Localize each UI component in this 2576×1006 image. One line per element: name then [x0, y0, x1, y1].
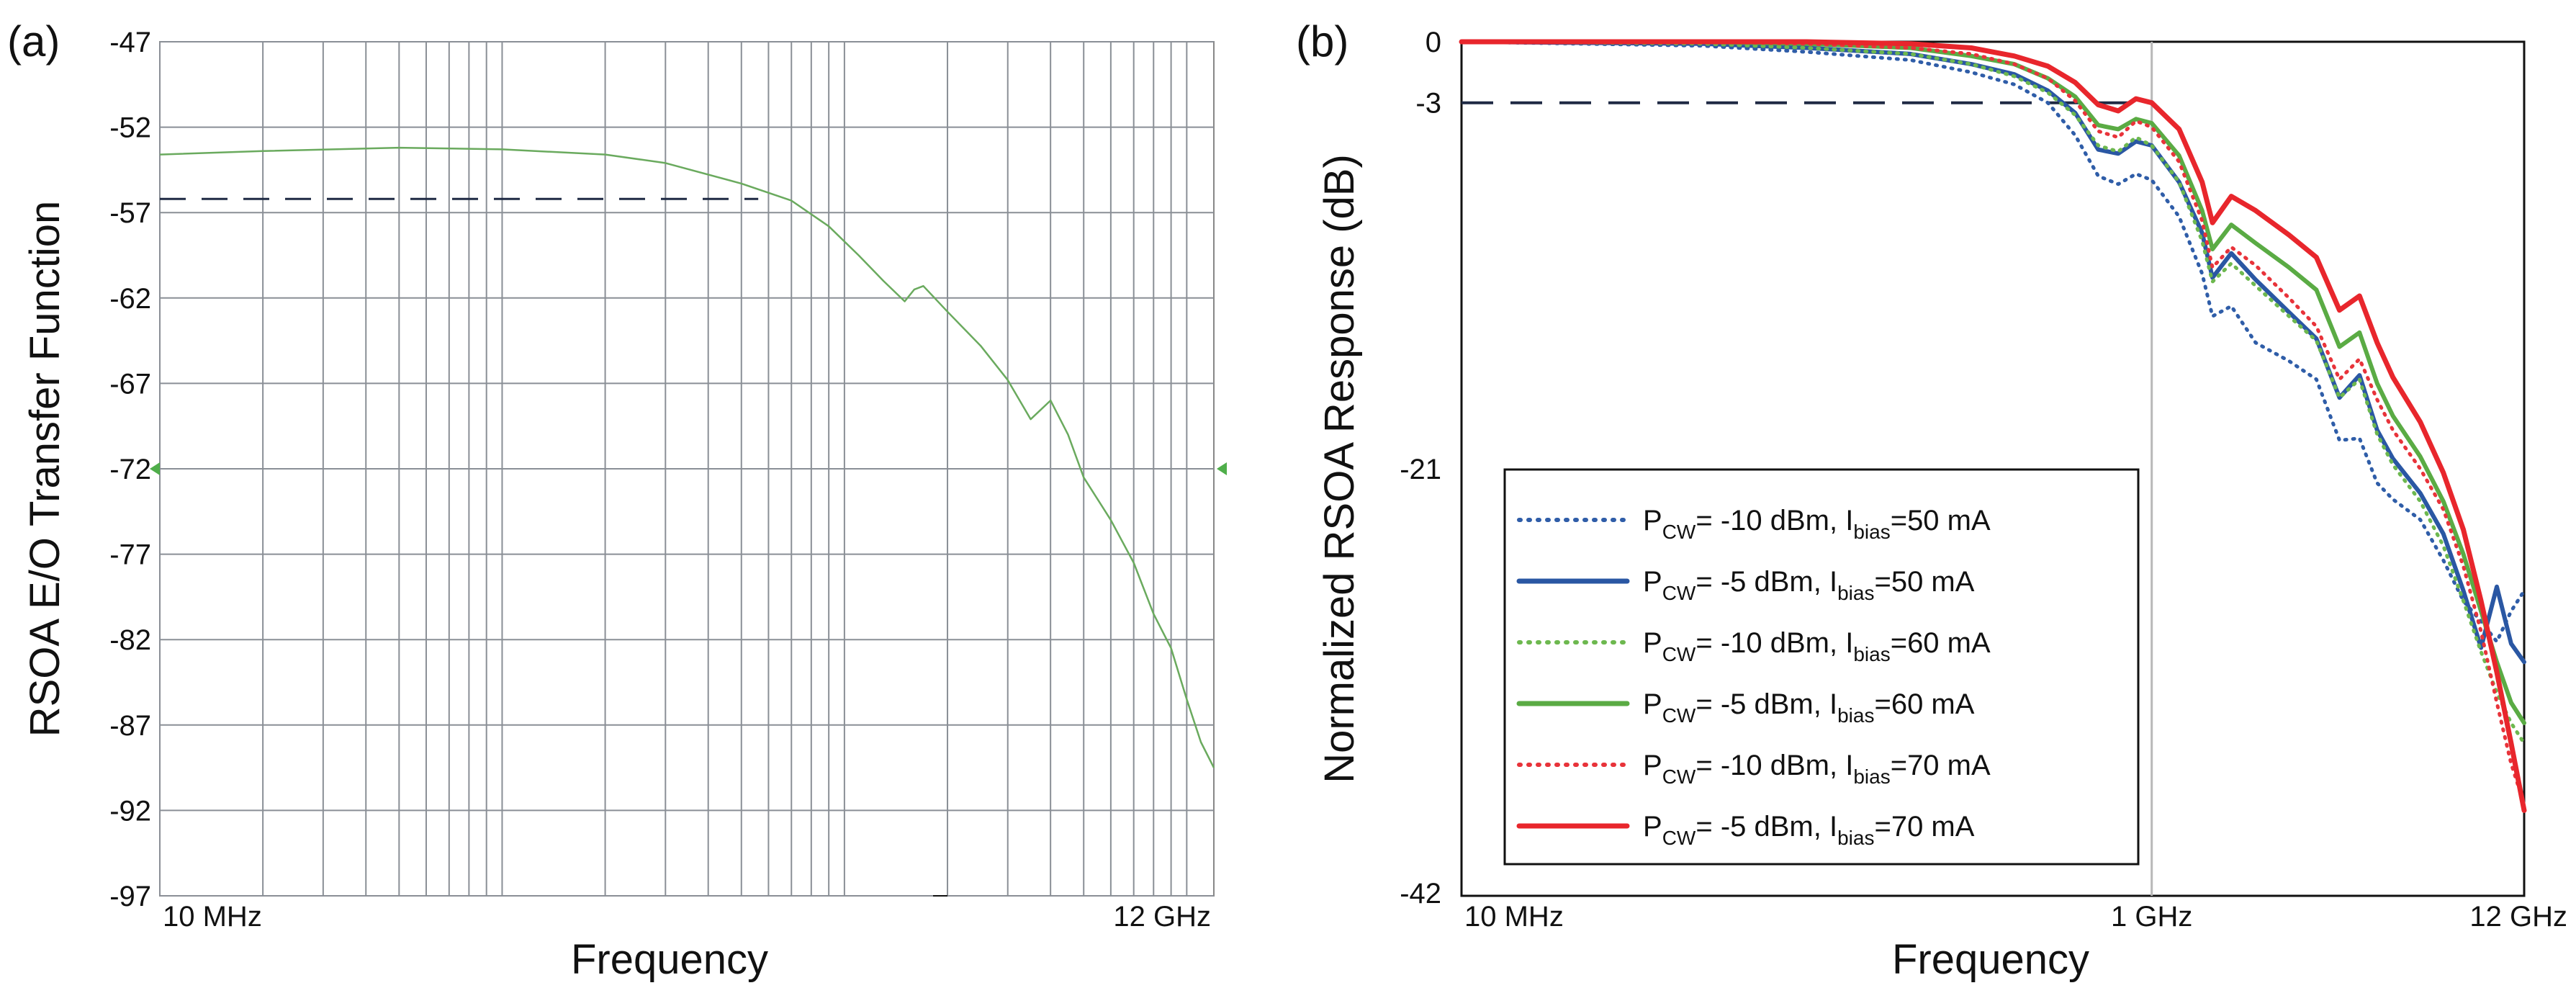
panel-b-y-ticks: 0 -3 -21 -42: [1400, 27, 1441, 910]
legend-text-span: = -5 dBm, I: [1695, 811, 1837, 843]
legend-subscript: bias: [1853, 521, 1890, 543]
panel-a-right-marker: [1217, 462, 1227, 475]
panel-a-y-tick-label: -82: [109, 624, 151, 656]
panel-a-y-tick-label: -52: [109, 112, 151, 144]
panel-b-y-tick-label: -42: [1400, 878, 1441, 910]
panel-a-reference-markers: [150, 462, 1227, 475]
panel-b-x-axis-title: Frequency: [1892, 936, 2089, 983]
legend-text-span: =70 mA: [1874, 811, 1974, 843]
legend-text-span: = -10 dBm, I: [1695, 505, 1853, 536]
legend-text-span: =50 mA: [1874, 566, 1974, 598]
panel-a-left-marker: [150, 462, 160, 475]
legend-text-span: P: [1643, 505, 1662, 536]
legend-subscript: bias: [1837, 827, 1874, 849]
legend-text-span: =50 mA: [1891, 505, 1991, 536]
legend-subscript: CW: [1662, 582, 1696, 604]
legend-text-span: P: [1643, 566, 1662, 598]
panel-b-x-tick-label: 12 GHz: [2469, 901, 2567, 933]
panel-b-y-tick-label: -21: [1400, 454, 1441, 485]
panel-a-y-tick-label: -57: [109, 197, 151, 229]
legend-subscript: CW: [1662, 765, 1696, 788]
panel-b-series-line: [1459, 40, 2526, 807]
legend-entry-label: PCW= -10 dBm, Ibias=60 mA: [1643, 627, 1991, 665]
legend-text-span: =60 mA: [1874, 688, 1974, 720]
legend-box: [1503, 468, 2140, 866]
panel-a-grid: [159, 41, 1214, 897]
legend-subscript: CW: [1662, 643, 1696, 665]
panel-a-x-tick-label: 12 GHz: [1113, 901, 1211, 933]
panel-a-y-tick-label: -72: [109, 454, 151, 485]
legend-text-span: P: [1643, 688, 1662, 720]
panel-a-y-ticks: -47 -52 -57 -62 -67 -72 -77 -82 -87 -92 -97: [109, 27, 151, 912]
legend-text-span: = -5 dBm, I: [1695, 688, 1837, 720]
panel-a-x-ticks: 10 MHz 12 GHz: [163, 901, 1211, 933]
legend-entry-label: PCW= -5 dBm, Ibias=60 mA: [1643, 688, 1975, 727]
panel-b-label: (b): [1296, 17, 1348, 66]
panel-b-y-tick-label: 0: [1426, 27, 1441, 58]
legend-subscript: bias: [1853, 643, 1890, 665]
legend-text-span: = -5 dBm, I: [1695, 566, 1837, 598]
legend-subscript: bias: [1837, 582, 1874, 604]
panel-b-series-line: [1459, 40, 2526, 644]
legend-subscript: bias: [1853, 765, 1890, 788]
legend-subscript: CW: [1662, 827, 1696, 849]
legend-entry-label: PCW= -5 dBm, Ibias=70 mA: [1643, 811, 1975, 849]
panel-b-y-axis-title: Normalized RSOA Response (dB): [1316, 154, 1363, 783]
legend-text-span: = -10 dBm, I: [1695, 627, 1853, 659]
panel-b-series-line: [1459, 39, 2527, 813]
legend-text-span: P: [1643, 750, 1662, 781]
panel-a: (a) -47 -52 -57 -62 -67 -72 -77 -82 -87 -92 -97 10…: [7, 17, 1227, 983]
legend-subscript: CW: [1662, 521, 1696, 543]
legend-subscript: bias: [1837, 704, 1874, 727]
legend-text-span: =70 mA: [1891, 750, 1991, 781]
panel-a-series-line: [159, 146, 1215, 768]
legend-text-span: P: [1643, 811, 1662, 843]
panel-a-x-tick-label: 10 MHz: [163, 901, 262, 933]
panel-b-x-ticks: 10 MHz 1 GHz 12 GHz: [1464, 901, 2567, 933]
panel-a-y-axis-title: RSOA E/O Transfer Function: [22, 201, 68, 737]
panel-a-y-tick-label: -47: [109, 27, 151, 58]
panel-b-y-tick-label: -3: [1415, 88, 1441, 120]
panel-a-label: (a): [7, 17, 60, 66]
panel-a-series: [159, 146, 1215, 768]
legend-text-span: P: [1643, 627, 1662, 659]
panel-a-y-tick-label: -92: [109, 795, 151, 827]
legend-subscript: CW: [1662, 704, 1696, 727]
panel-a-y-tick-label: -67: [109, 368, 151, 400]
panel-a-y-tick-label: -97: [109, 881, 151, 912]
panel-b: (b) 0-3-21-42 10 MHz 1 GHz 12 GHz PCW= -10…: [1296, 17, 2567, 983]
legend-entry-label: PCW= -10 dBm, Ibias=50 mA: [1643, 505, 1991, 543]
legend-entry-label: PCW= -5 dBm, Ibias=50 mA: [1643, 566, 1975, 604]
panel-b-x-tick-label: 1 GHz: [2111, 901, 2192, 933]
panel-a-y-tick-label: -77: [109, 539, 151, 571]
panel-b-x-tick-label: 10 MHz: [1464, 901, 1564, 933]
legend-text-span: = -10 dBm, I: [1695, 750, 1853, 781]
panel-a-y-tick-label: -87: [109, 710, 151, 742]
panel-a-y-tick-label: -62: [109, 283, 151, 315]
panel-b-series-line: [1459, 40, 2526, 745]
panel-b-series: [1459, 39, 2527, 813]
legend-text-span: =60 mA: [1891, 627, 1991, 659]
legend-entry-label: PCW= -10 dBm, Ibias=70 mA: [1643, 750, 1991, 788]
panel-a-x-axis-title: Frequency: [571, 936, 768, 983]
